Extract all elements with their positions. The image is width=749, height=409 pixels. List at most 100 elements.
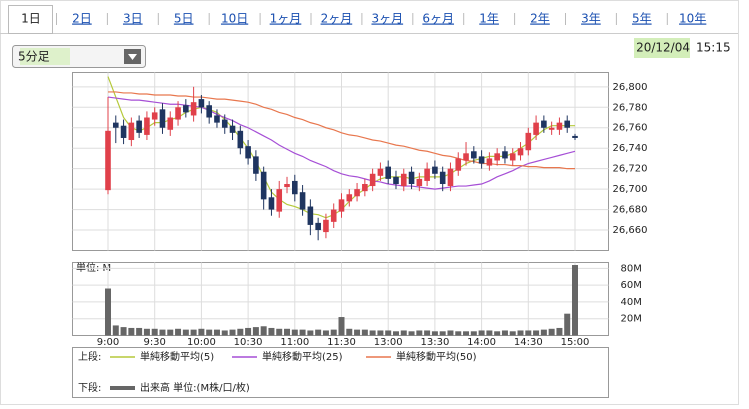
tab[interactable]: 6ヶ月 xyxy=(422,12,454,26)
candle-body xyxy=(556,122,563,130)
volume-bar xyxy=(182,329,189,336)
volume-bar xyxy=(276,328,283,336)
candle-body xyxy=(564,120,571,128)
volume-bar xyxy=(136,327,143,336)
candle-body xyxy=(432,166,438,174)
volume-bar xyxy=(338,317,345,336)
candle-body xyxy=(377,168,384,176)
y-tick-label: 26,660 xyxy=(613,225,648,236)
candle-body xyxy=(260,171,267,200)
tab[interactable]: 1日 xyxy=(21,12,41,26)
y-tick-label: 60M xyxy=(621,280,642,291)
x-tick-label: 14:00 xyxy=(467,337,496,348)
volume-bar xyxy=(229,329,236,336)
volume-bar xyxy=(120,327,127,336)
candle-body xyxy=(299,192,306,210)
legend xyxy=(72,347,609,398)
volume-bar xyxy=(307,330,314,336)
volume-bar xyxy=(400,330,407,336)
candle-body xyxy=(315,222,321,231)
candle-body xyxy=(463,153,469,161)
legend-label: 単純移動平均(50) xyxy=(396,350,477,363)
candle-body xyxy=(245,146,251,159)
tab[interactable]: 2ヶ月 xyxy=(321,12,353,26)
candle-body xyxy=(424,168,430,181)
x-tick-label: 11:00 xyxy=(280,337,309,348)
tab[interactable]: 2日 xyxy=(72,12,92,26)
volume-bar xyxy=(533,330,540,336)
y-tick-label: 26,760 xyxy=(613,123,648,134)
y-tick-label: 80M xyxy=(621,263,642,274)
y-tick-label: 26,740 xyxy=(613,143,648,154)
volume-bar xyxy=(128,327,135,336)
date: 20/12/04 xyxy=(636,41,690,55)
tab[interactable]: 2年 xyxy=(530,12,550,26)
candle-body xyxy=(408,171,415,185)
volume-bar xyxy=(175,328,182,336)
volume-bar xyxy=(369,330,376,336)
tab[interactable]: 3ヶ月 xyxy=(371,12,403,26)
volume-bar xyxy=(213,329,220,336)
x-tick-label: 10:00 xyxy=(187,337,216,348)
volume-bar xyxy=(354,329,361,336)
candle-body xyxy=(151,112,158,120)
volume-bar xyxy=(564,313,571,336)
volume-bar xyxy=(221,330,228,336)
y-tick-label: 26,780 xyxy=(613,102,648,113)
tab[interactable]: 3年 xyxy=(581,12,601,26)
candle-body xyxy=(517,148,524,156)
tab[interactable]: 5日 xyxy=(174,12,194,26)
volume-bar xyxy=(322,330,329,336)
volume-bar xyxy=(392,331,399,336)
candle-body xyxy=(486,158,493,166)
highlight xyxy=(20,48,70,65)
tab[interactable]: 1ヶ月 xyxy=(270,12,302,26)
volume-bar xyxy=(478,330,485,336)
tab[interactable]: 10年 xyxy=(679,12,706,26)
volume-bar xyxy=(260,326,267,336)
volume-bar xyxy=(525,330,532,336)
volume-bar xyxy=(572,265,578,336)
candle-body xyxy=(112,122,119,128)
volume-bar xyxy=(284,328,291,336)
volume-bar xyxy=(431,331,438,336)
candle-body xyxy=(105,130,111,191)
tab[interactable]: 10日 xyxy=(221,12,248,26)
candle-body xyxy=(369,173,376,187)
volume-bar xyxy=(159,329,166,336)
tab[interactable]: 5年 xyxy=(632,12,652,26)
volume-bar xyxy=(540,329,547,336)
candle-body xyxy=(268,197,275,210)
legend-label: 出来高 単位:(M株/口/枚) xyxy=(140,381,250,394)
candle-body xyxy=(120,125,127,138)
candle-body xyxy=(229,125,236,133)
volume-bar xyxy=(361,329,368,336)
volume-bar xyxy=(439,331,446,336)
candle-body xyxy=(502,151,508,159)
candle-body xyxy=(509,153,516,161)
volume-bar xyxy=(206,329,213,336)
tab[interactable]: 1年 xyxy=(479,12,499,26)
candle-body xyxy=(221,119,228,128)
volume-bar xyxy=(447,330,454,336)
y-tick-label: 40M xyxy=(621,297,642,308)
candle-body xyxy=(447,168,454,187)
arrow-icon xyxy=(128,54,137,60)
y-tick-label: 26,800 xyxy=(613,82,648,93)
legend-title: 下段: xyxy=(78,381,101,394)
candle-body xyxy=(455,158,462,171)
candle-body xyxy=(471,151,477,159)
volume-bar xyxy=(501,330,508,336)
y-tick-label: 26,700 xyxy=(613,184,648,195)
x-tick-label: 14:30 xyxy=(514,337,543,348)
volume-bar xyxy=(509,331,516,336)
volume-bar xyxy=(556,327,563,336)
tab[interactable]: 3日 xyxy=(123,12,143,26)
highlight xyxy=(634,38,690,58)
x-tick-label: 9:30 xyxy=(143,337,165,348)
volume-bar xyxy=(548,328,555,336)
candle-body xyxy=(144,117,150,135)
active-tab xyxy=(8,5,53,34)
volume-bar xyxy=(517,330,524,336)
